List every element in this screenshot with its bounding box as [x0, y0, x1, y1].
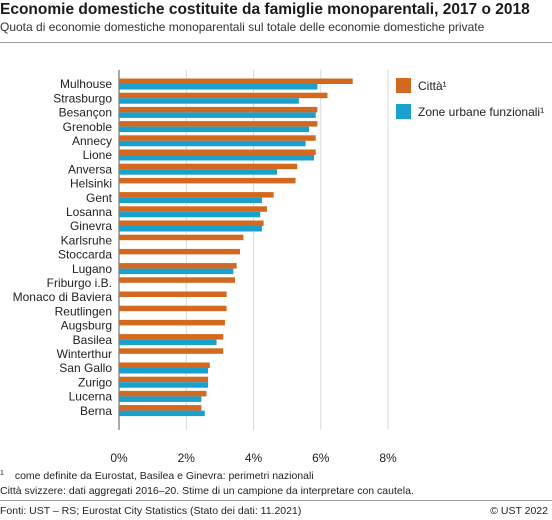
bar-zone-urbane	[119, 197, 262, 204]
category-label: San Gallo	[59, 361, 112, 375]
bar-zone-urbane	[119, 211, 261, 218]
category-label: Karlsruhe	[61, 233, 113, 247]
bar-zone-urbane	[119, 84, 318, 90]
x-tick-label: 6%	[312, 451, 330, 465]
category-label: Gent	[86, 191, 113, 205]
bar-citta	[119, 376, 209, 383]
bottom-divider	[0, 500, 552, 501]
x-tick-label: 0%	[110, 451, 128, 465]
category-label: Strasburgo	[53, 91, 112, 105]
category-label: Losanna	[66, 205, 112, 219]
legend: Città¹ Zone urbane funzionali¹	[396, 78, 544, 119]
x-tick-label: 4%	[245, 451, 263, 465]
footnote-1-text: come definite da Eurostat, Basilea e Gin…	[14, 470, 314, 482]
bar-citta	[119, 362, 210, 368]
legend-swatch	[396, 104, 411, 119]
category-label: Annecy	[72, 134, 112, 148]
bar-citta	[119, 177, 296, 184]
bar-citta	[119, 234, 244, 241]
bar-zone-urbane	[119, 226, 262, 232]
source-text: Fonti: UST – RS; Eurostat City Statistic…	[0, 505, 302, 517]
bar-citta	[119, 78, 353, 84]
category-label: Winterthur	[57, 347, 112, 361]
bar-citta	[119, 206, 267, 212]
bar-citta	[119, 163, 298, 170]
category-label: Lione	[83, 148, 113, 162]
bar-citta	[119, 92, 328, 99]
bar-zone-urbane	[119, 98, 299, 104]
bar-citta	[119, 135, 316, 141]
category-label: Reutlingen	[55, 304, 112, 318]
bar-zone-urbane	[119, 268, 234, 275]
category-label: Berna	[80, 404, 112, 418]
bar-zone-urbane	[119, 382, 209, 388]
bar-citta	[119, 319, 225, 326]
bar-zone-urbane	[119, 339, 217, 346]
category-label: Augsburg	[61, 319, 112, 333]
category-label: Lugano	[72, 262, 112, 276]
copyright-text: © UST 2022	[490, 505, 548, 517]
category-label: Ginevra	[70, 219, 112, 233]
bar-citta	[119, 348, 224, 354]
category-label: Monaco di Baviera	[13, 290, 113, 304]
bar-citta	[119, 220, 264, 226]
bar-zone-urbane	[119, 155, 315, 161]
footnote-1: 1 come definite da Eurostat, Basilea e G…	[0, 470, 314, 482]
legend-label: Città¹	[418, 79, 447, 93]
chart-subtitle: Quota di economie domestiche monoparenta…	[0, 20, 485, 34]
bar-chart: MulhouseStrasburgoBesançonGrenobleAnnecy…	[13, 70, 544, 465]
bar-citta	[119, 248, 241, 255]
category-label: Grenoble	[63, 120, 113, 134]
category-label: Anversa	[68, 162, 112, 176]
top-divider	[0, 42, 552, 43]
category-label: Friburgo i.B.	[47, 276, 112, 290]
category-label: Helsinki	[70, 177, 112, 191]
bar-citta	[119, 106, 318, 113]
bar-citta	[119, 390, 207, 397]
x-tick-label: 2%	[178, 451, 196, 465]
x-tick-labels: 0% 2% 4% 6% 8%	[110, 451, 397, 465]
category-labels: MulhouseStrasburgoBesançonGrenobleAnnecy…	[13, 77, 113, 418]
bars	[119, 78, 353, 417]
bar-citta	[119, 277, 236, 283]
bar-zone-urbane	[119, 126, 309, 133]
bar-zone-urbane	[119, 140, 306, 147]
bar-citta	[119, 121, 318, 127]
bar-citta	[119, 305, 227, 312]
legend-label: Zone urbane funzionali¹	[418, 105, 544, 119]
footnote-mark: 1	[0, 470, 4, 477]
bar-zone-urbane	[119, 368, 209, 374]
bar-citta	[119, 263, 237, 269]
bar-citta	[119, 192, 274, 198]
bar-citta	[119, 149, 316, 155]
bar-citta	[119, 405, 202, 411]
category-label: Stoccarda	[58, 248, 112, 262]
category-label: Mulhouse	[60, 77, 112, 91]
footnote-2: Città svizzere: dati aggregati 2016–20. …	[0, 485, 414, 497]
bar-zone-urbane	[119, 169, 278, 175]
x-tick-label: 8%	[379, 451, 397, 465]
chart-title: Economie domestiche costituite da famigl…	[0, 1, 530, 18]
category-label: Lucerna	[69, 390, 113, 404]
bar-citta	[119, 334, 224, 340]
bar-zone-urbane	[119, 410, 205, 417]
bar-zone-urbane	[119, 396, 202, 402]
bar-citta	[119, 291, 227, 297]
category-label: Besançon	[59, 106, 112, 120]
category-label: Basilea	[73, 333, 113, 347]
category-label: Zurigo	[78, 375, 112, 389]
bar-zone-urbane	[119, 112, 316, 118]
legend-swatch	[396, 78, 411, 93]
